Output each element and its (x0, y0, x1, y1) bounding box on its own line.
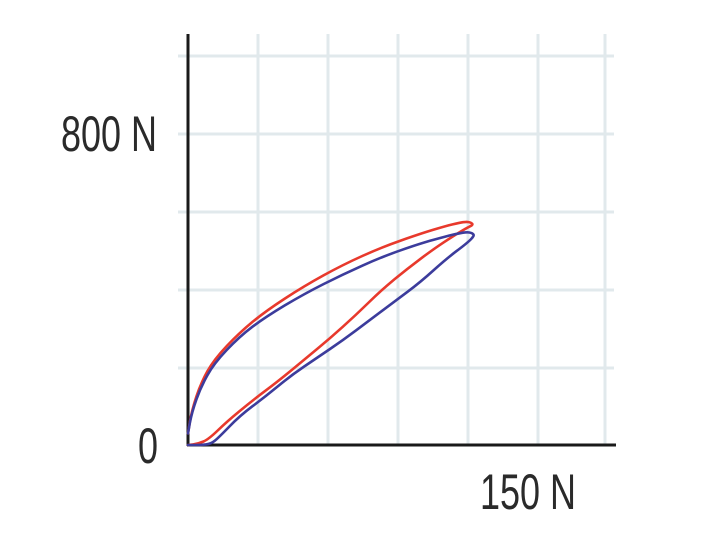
axes (186, 34, 616, 447)
series-line-1 (186, 220, 474, 447)
x-tick-label-150: 150 N (480, 465, 576, 520)
series-layer (186, 220, 475, 447)
y-tick-label-0: 0 (138, 419, 158, 474)
series-line-2 (186, 231, 475, 447)
tick-labels: 800 N 0 150 N (61, 107, 576, 520)
grid (178, 34, 614, 445)
y-tick-label-800: 800 N (61, 107, 157, 162)
